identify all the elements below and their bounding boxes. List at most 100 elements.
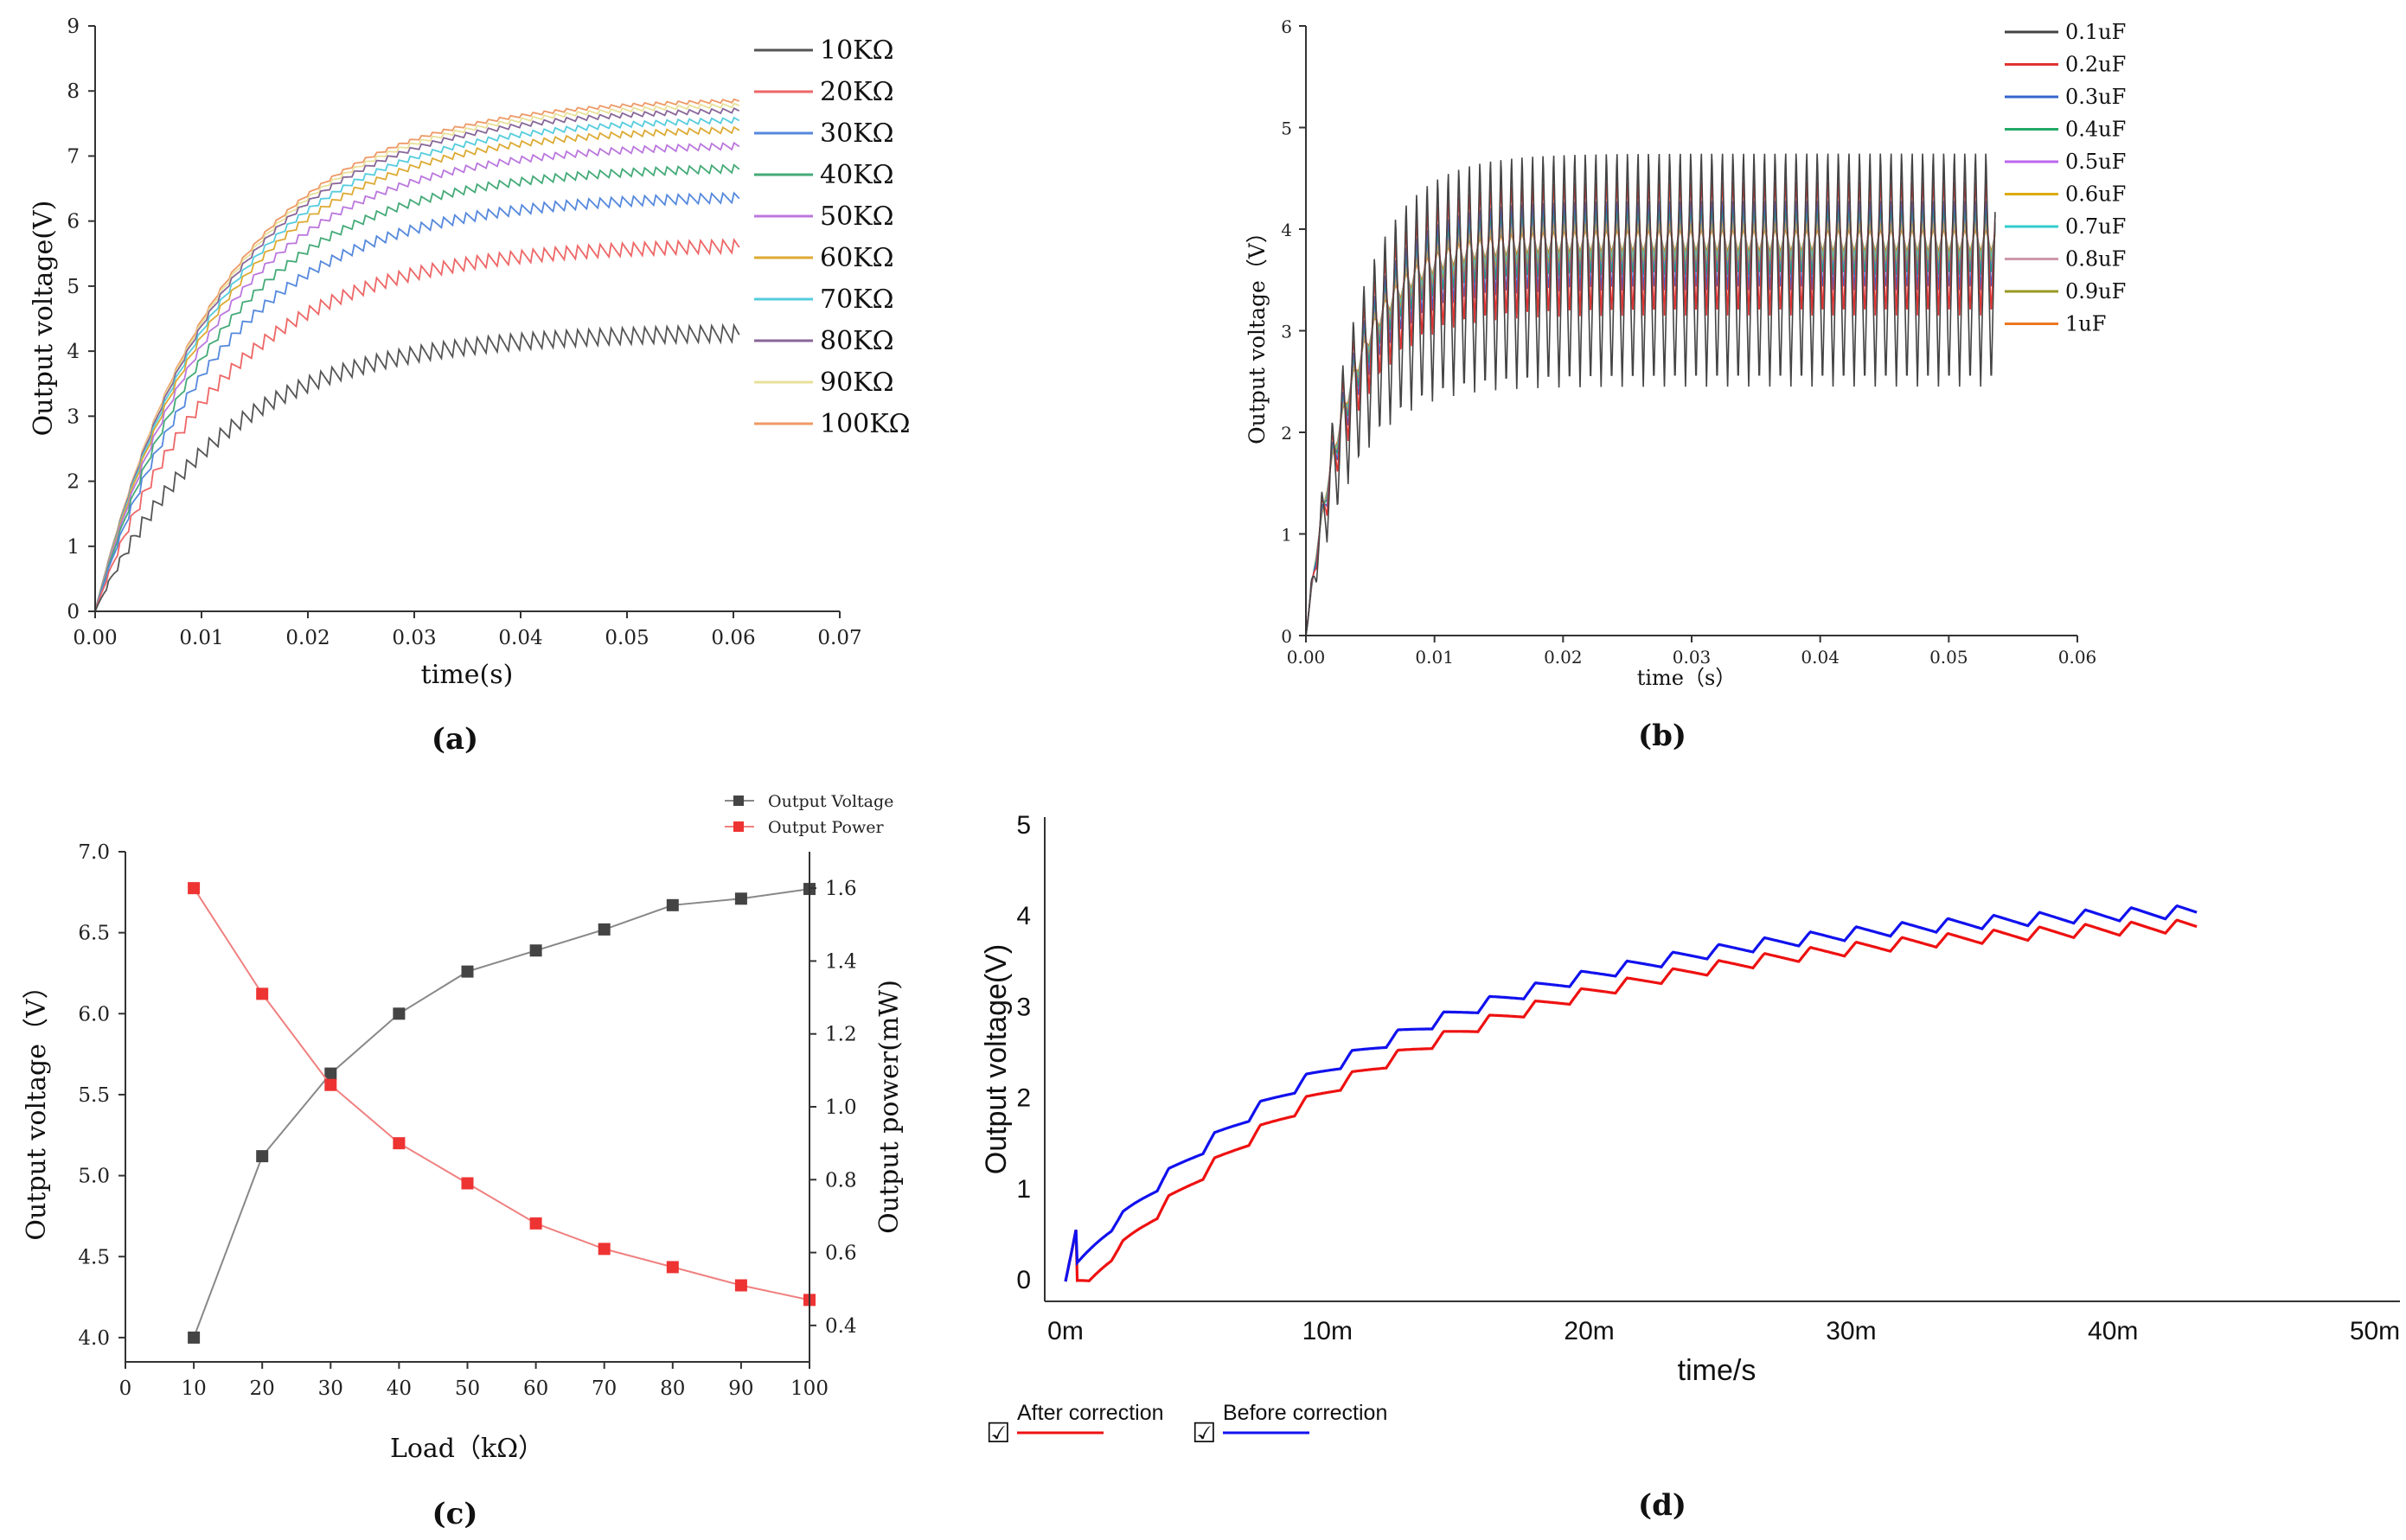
chart-c-data-point [734,892,747,905]
chart-a-x-tick-label: 0.07 [817,627,861,649]
chart-d-series-line [1064,918,2198,1282]
chart-a-legend-label: 10KΩ [820,35,893,66]
chart-c-series-line [193,887,810,1301]
chart-c-legend-label: Output Power [768,818,884,837]
chart-d-caption: (d) [1638,1488,1686,1523]
chart-d-legend-checkbox: ☑ [986,1417,1011,1448]
chart-c-x-tick-label: 20 [250,1377,275,1400]
chart-a-series-50KΩ [94,141,740,612]
chart-a-x-tick-label: 0.01 [179,627,223,649]
chart-a-caption: (a) [432,722,478,757]
chart-a-x-label: time(s) [421,660,514,690]
chart-a-legend-label: 50KΩ [820,201,893,232]
chart-a-series-40KΩ [94,163,740,612]
chart-c-data-point [461,1177,474,1190]
chart-c-data-point [666,1261,679,1274]
chart-b-legend-label: 0.9uF [2065,279,2126,304]
chart-d-x-tick-label: 20m [1564,1317,1614,1345]
chart-c-data-point [666,898,679,911]
chart-a-series-group [94,98,740,612]
chart-b-x-tick-label: 0.06 [2058,647,2097,668]
chart-d-legend-checkbox: ☑ [1192,1417,1217,1448]
chart-a-series-20KΩ [94,237,740,612]
chart-b-legend-label: 0.5uF [2065,150,2126,174]
chart-c-data-point [256,1150,269,1163]
chart-d-x-label: time/s [1678,1354,1757,1387]
chart-c-x-tick-label: 70 [592,1377,617,1400]
chart-c-data-point [393,1007,406,1020]
chart-c-data-point [598,1243,611,1256]
chart-c-y-right-tick-label: 1.2 [825,1024,857,1046]
chart-c-x-tick-label: 80 [660,1377,685,1400]
chart-a-x-tick-label: 0.06 [711,627,755,649]
chart-a-series-30KΩ [94,191,740,612]
chart-b-legend-label: 1uF [2065,312,2106,336]
chart-c-data-point [734,1279,747,1292]
chart-a-legend-label: 30KΩ [820,118,893,149]
chart-b-series-0.1uF [1305,153,1996,636]
chart-a-series-90KΩ [94,102,740,612]
chart-a-x-tick-label: 0.00 [73,627,117,649]
chart-d: 0m 10m 20m 30m 40m 50m 0 1 2 3 4 5 time/s Output v… [980,811,2400,1523]
chart-d-series-line [1064,904,2198,1282]
chart-a-series-80KΩ [94,107,740,612]
chart-c-y-right-tick-label: 0.8 [825,1169,857,1192]
chart-b-series-0.4uF [1305,210,1996,636]
chart-c-x-tick-label: 100 [790,1377,829,1400]
chart-c-x-tick-label: 50 [455,1377,480,1400]
chart-c-y-right-tick-label: 0.6 [825,1243,857,1265]
chart-c-x-tick-label: 10 [181,1377,206,1400]
chart-a-y-tick-label: 9 [67,16,80,38]
chart-a-legend-label: 80KΩ [820,326,893,356]
chart-d-y-tick-label: 2 [1016,1084,1031,1113]
chart-c-y-right-tick-label: 0.4 [825,1315,857,1338]
chart-c-y-left-tick-label: 4.5 [78,1246,110,1268]
chart-c-series-line [193,888,810,1339]
chart-a: 0.00 0.01 0.02 0.03 0.04 0.05 0.06 0.07 0 1 2 3 4 5 6… [29,16,911,757]
chart-b-y-tick-label: 0 [1281,626,1292,647]
chart-d-legend-label: Before correction [1223,1401,1387,1425]
chart-a-legend-label: 90KΩ [820,367,893,398]
chart-b-x-label: time（s） [1637,666,1737,690]
chart-b-x-tick-label: 0.05 [1929,647,1968,668]
chart-c-y-left-tick-label: 5.0 [78,1166,110,1188]
chart-c-y-left-tick-label: 4.0 [78,1327,110,1350]
chart-c-legend-marker [733,821,744,832]
chart-c-x-tick-label: 30 [318,1377,343,1400]
chart-d-x-tick-label: 10m [1302,1317,1353,1345]
chart-b-legend-label: 0.4uF [2065,118,2126,142]
chart-b-x-tick-label: 0.04 [1801,647,1840,668]
chart-b-legend-label: 0.7uF [2065,214,2126,239]
chart-a-y-tick-label: 0 [67,601,80,623]
chart-a-y-tick-label: 8 [67,80,80,103]
chart-a-y-tick-label: 6 [67,211,80,233]
chart-c-y-left-tick-label: 7.0 [78,841,110,864]
chart-c-data-point [324,1067,337,1080]
chart-d-y-tick-label: 3 [1016,993,1031,1021]
chart-b: 0.00 0.01 0.02 0.03 0.04 0.05 0.06 0 1 2 3 4 5 6 tim… [1245,16,2126,753]
chart-a-legend-label: 100KΩ [820,409,911,439]
chart-a-y-tick-label: 5 [67,276,80,298]
chart-a-series-10KΩ [94,323,740,612]
chart-a-x-tick-label: 0.04 [498,627,542,649]
chart-b-series-group [1305,153,1996,636]
chart-a-y-tick-label: 3 [67,406,80,428]
chart-c-data-point [188,1331,201,1344]
chart-d-y-tick-label: 5 [1016,811,1031,840]
chart-a-series-100KΩ [94,98,740,612]
chart-c-x-label: Load（kΩ） [390,1434,544,1464]
chart-a-y-tick-label: 2 [67,471,80,494]
chart-b-legend-label: 0.8uF [2065,247,2126,272]
chart-d-x-tick-label: 0m [1047,1317,1084,1345]
chart-c-series-group [188,882,816,1344]
chart-d-y-tick-label: 0 [1016,1266,1031,1294]
chart-c-y-right-tick-label: 1.6 [825,878,857,900]
chart-c-data-point [324,1078,337,1091]
chart-b-y-tick-label: 5 [1281,118,1292,139]
chart-c-data-point [529,1217,542,1230]
chart-a-legend-label: 70KΩ [820,284,893,315]
chart-d-legend-label: After correction [1017,1401,1164,1425]
chart-d-x-tick-label: 50m [2350,1317,2400,1345]
chart-c: 0 10 20 30 40 50 60 70 80 90 100 4.0 4.5 5.0 5.5 6.0 6.… [22,792,905,1531]
